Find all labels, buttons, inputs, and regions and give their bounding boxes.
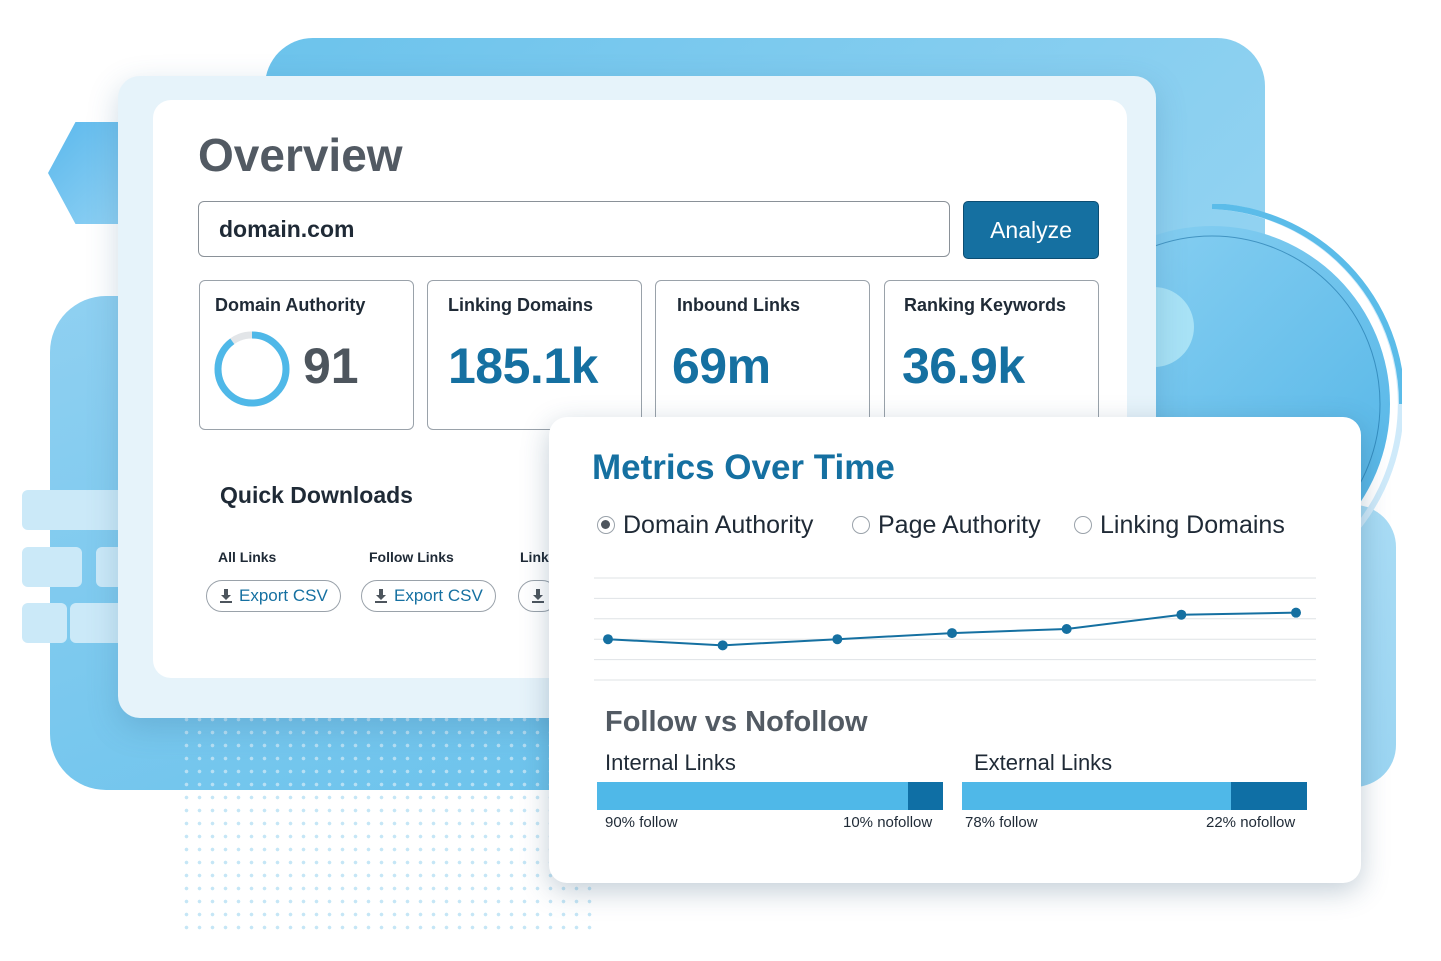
metrics-line-chart bbox=[594, 577, 1316, 681]
radio-selected-indicator bbox=[597, 516, 615, 534]
domain-input[interactable] bbox=[198, 201, 950, 257]
export-csv-button[interactable]: Export CSV bbox=[206, 580, 341, 612]
dot-pattern bbox=[180, 700, 600, 930]
decorative-stripe bbox=[22, 547, 82, 587]
follow-segment bbox=[597, 782, 909, 810]
stat-value: 91 bbox=[303, 338, 359, 394]
decorative-stripe bbox=[22, 490, 92, 530]
download-label-follow-links: Follow Links bbox=[369, 549, 454, 565]
download-label-link: Link bbox=[520, 549, 549, 565]
data-point bbox=[717, 640, 728, 651]
data-point bbox=[1061, 624, 1072, 634]
export-csv-button[interactable]: Export CSV bbox=[361, 580, 496, 612]
internal-follow-caption: 90% follow bbox=[605, 814, 678, 831]
external-nofollow-caption: 22% nofollow bbox=[1206, 814, 1296, 831]
internal-nofollow-caption: 10% nofollow bbox=[843, 814, 933, 831]
data-point bbox=[1291, 607, 1301, 618]
stat-label: Ranking Keywords bbox=[904, 295, 1067, 315]
download-label-all-links: All Links bbox=[218, 549, 277, 565]
stat-card-domain-authority: Domain Authority 91 bbox=[199, 280, 414, 430]
radio-domain-authority[interactable]: Domain Authority bbox=[597, 510, 813, 540]
metrics-title: Metrics Over Time bbox=[592, 448, 895, 487]
follow-vs-nofollow-title: Follow vs Nofollow bbox=[605, 706, 868, 738]
page-title: Overview bbox=[198, 129, 403, 181]
stat-card-ranking-keywords: Ranking Keywords 36.9k bbox=[884, 280, 1099, 430]
download-icon bbox=[220, 589, 232, 603]
stat-value: 69m bbox=[672, 338, 771, 394]
radio-page-authority[interactable]: Page Authority bbox=[852, 510, 1041, 540]
stat-card-inbound-links: Inbound Links 69m bbox=[655, 280, 870, 430]
data-point bbox=[947, 628, 957, 639]
export-csv-label: Export CSV bbox=[239, 586, 328, 605]
radio-linking-domains[interactable]: Linking Domains bbox=[1074, 510, 1285, 540]
follow-segment bbox=[962, 782, 1232, 810]
internal-links-label: Internal Links bbox=[605, 750, 736, 775]
stat-label: Linking Domains bbox=[448, 295, 594, 315]
download-icon bbox=[532, 589, 544, 603]
data-point bbox=[832, 634, 843, 645]
export-csv-label: Export CSV bbox=[394, 586, 483, 605]
stat-card-linking-domains: Linking Domains 185.1k bbox=[427, 280, 642, 430]
decorative-stripe bbox=[22, 603, 67, 643]
stat-value: 185.1k bbox=[448, 338, 598, 394]
internal-links-bar bbox=[597, 782, 943, 810]
domain-authority-ring bbox=[214, 331, 290, 407]
radio-label: Page Authority bbox=[878, 510, 1041, 539]
data-point bbox=[1176, 609, 1187, 620]
radio-indicator bbox=[852, 516, 870, 534]
stat-label: Inbound Links bbox=[677, 295, 800, 315]
external-links-bar bbox=[962, 782, 1307, 810]
external-links-label: External Links bbox=[974, 750, 1113, 775]
radio-label: Linking Domains bbox=[1100, 510, 1285, 539]
stat-value: 36.9k bbox=[902, 338, 1025, 394]
radio-indicator bbox=[1074, 516, 1092, 534]
quick-downloads-title: Quick Downloads bbox=[220, 482, 413, 508]
download-icon bbox=[375, 589, 387, 603]
data-point bbox=[603, 634, 613, 645]
nofollow-segment bbox=[908, 782, 943, 810]
analyze-button[interactable]: Analyze bbox=[963, 201, 1099, 259]
nofollow-segment bbox=[1231, 782, 1307, 810]
stat-label: Domain Authority bbox=[215, 295, 366, 315]
external-follow-caption: 78% follow bbox=[965, 814, 1038, 831]
radio-label: Domain Authority bbox=[623, 510, 814, 539]
